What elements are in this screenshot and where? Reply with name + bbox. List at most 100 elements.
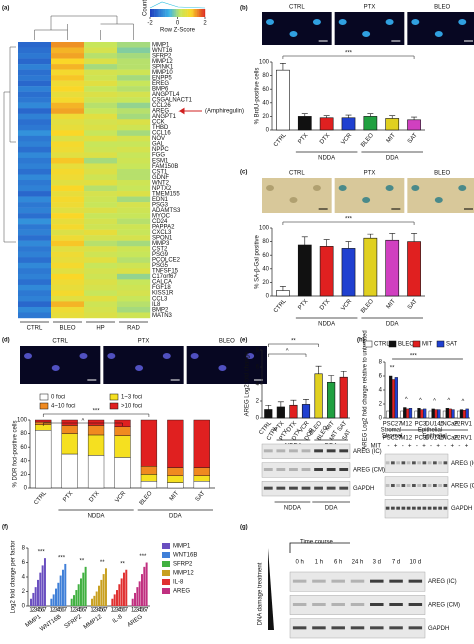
heatmap-cell: [84, 224, 118, 230]
y-tick-label: 8: [22, 546, 26, 552]
heatmap-cell: [117, 42, 151, 48]
bar: [314, 373, 323, 419]
blot-row-label: AREG (CM): [353, 468, 385, 474]
heatmap-cell: [51, 102, 85, 109]
heatmap-cell: [84, 196, 118, 203]
heatmap-cell: [84, 246, 118, 252]
colorbar-cell: [165, 9, 167, 17]
colorbar-cell: [191, 9, 193, 17]
bar: [403, 407, 407, 419]
row-label: KISS1R: [152, 291, 174, 297]
blot-band: [339, 468, 349, 471]
blot-treatment-label: MIT: [371, 444, 382, 450]
blot-lane-label: MIT: [329, 430, 340, 442]
blot-band: [443, 461, 448, 465]
bar: [50, 598, 53, 606]
panel-label: (h): [357, 338, 365, 344]
heatmap-cell: [117, 102, 151, 109]
heatmap-cell: [51, 268, 85, 275]
bar: [93, 595, 96, 606]
bar: [341, 117, 356, 131]
heatmap-cell: [18, 218, 52, 225]
bar: [414, 410, 418, 419]
legend-label: 4~10 foci: [51, 404, 76, 410]
heatmap-cell: [51, 246, 85, 252]
blot-band: [427, 506, 432, 510]
blot-row-label: GAPDH: [451, 506, 472, 512]
heatmap-cell: [84, 279, 118, 286]
colorbar-cell: [176, 9, 178, 17]
blot-band: [401, 461, 406, 465]
error-bar: [265, 404, 272, 410]
blot-band: [438, 484, 442, 487]
heatmap-cell: [84, 42, 118, 48]
y-tick-label: 20: [20, 472, 27, 478]
row-label: WNT2: [152, 180, 170, 186]
heatmap-cell: [84, 191, 118, 197]
blot-band: [370, 626, 384, 630]
heatmap-cell: [51, 301, 85, 308]
bar: [363, 116, 378, 131]
heatmap-cell: [117, 240, 151, 247]
heatmap-cell: [117, 185, 151, 192]
bar-segment: [140, 466, 158, 475]
x-tick-label: 1: [131, 608, 135, 614]
significance: ^: [419, 398, 422, 404]
x-tick-label: 7: [104, 608, 108, 614]
x-tick-label: 2: [32, 608, 36, 614]
x-tick-label: 1: [29, 608, 33, 614]
bar-segment: [140, 419, 158, 467]
bar-segment: [87, 434, 105, 456]
heatmap-cell: [84, 306, 118, 313]
significance: ***: [345, 217, 353, 223]
row-label: MATN3: [152, 313, 173, 319]
x-tick-label: 1: [111, 608, 115, 614]
heatmap-cell: [18, 240, 52, 247]
blot-lane-label: 10 d: [410, 560, 422, 566]
error-bar: [301, 236, 308, 245]
bar: [319, 117, 334, 131]
blot-band: [331, 626, 345, 630]
heatmap-cell: [51, 207, 85, 214]
heatmap-cell: [18, 213, 52, 219]
bar: [64, 563, 67, 606]
x-tick-label: 2: [52, 608, 56, 614]
blot-band: [339, 486, 349, 490]
heatmap-cell: [51, 69, 85, 76]
colorbar-cell: [174, 9, 177, 17]
heatmap-cell: [18, 108, 52, 114]
panel-label: (a): [2, 6, 9, 12]
bar: [423, 408, 427, 419]
heatmap-cell: [18, 53, 52, 59]
heatmap-cell: [51, 306, 85, 313]
heatmap-cell: [117, 312, 151, 319]
image-label: CTRL: [52, 339, 68, 345]
heatmap-cell: [51, 213, 85, 219]
blot-band: [314, 486, 323, 490]
y-tick-label: 4: [256, 382, 260, 388]
heatmap-cell: [117, 75, 151, 81]
blot-row-label: AREG (CM): [451, 484, 474, 490]
blot-lane-label: PTX: [279, 429, 290, 442]
cell: [362, 31, 371, 37]
bar-segment: [61, 453, 78, 489]
blot-lane-label: DTX: [291, 428, 302, 441]
bar: [43, 558, 46, 606]
heatmap-cell: [84, 108, 118, 114]
heatmap-cell: [51, 146, 85, 153]
blot-lane-sign: +: [451, 444, 455, 450]
blot-lane-sign: +: [408, 444, 412, 450]
row-label: CD24: [152, 219, 168, 225]
bar: [339, 376, 348, 419]
blot-band: [276, 468, 286, 471]
heatmap-cell: [84, 113, 118, 120]
blot-lane-sign: +: [436, 444, 440, 450]
blot-band: [417, 461, 421, 465]
group-label: IL-8: [112, 614, 124, 625]
column-label: CTRL: [27, 326, 43, 332]
blot-membrane: [384, 499, 449, 519]
row-label: CCK: [152, 120, 165, 126]
cell: [362, 197, 371, 203]
blot-lane-label: 24 h: [352, 560, 364, 566]
significance-bracket: [282, 221, 415, 225]
